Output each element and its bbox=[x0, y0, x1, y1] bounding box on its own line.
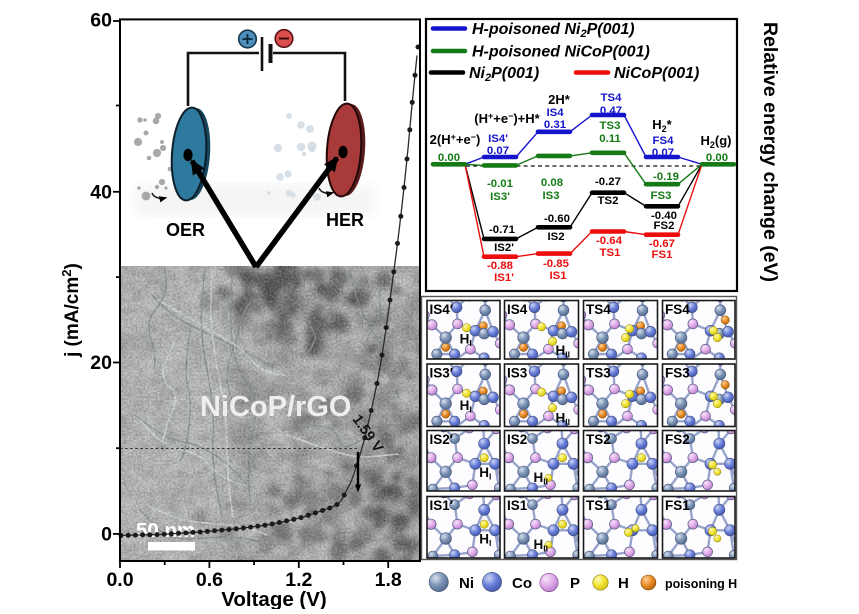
svg-text:Ni: Ni bbox=[459, 575, 474, 592]
svg-text:IS4': IS4' bbox=[488, 133, 508, 145]
svg-text:FS2: FS2 bbox=[654, 220, 675, 232]
svg-text:HI: HI bbox=[479, 465, 491, 482]
svg-text:H-poisoned Ni2P(001): H-poisoned Ni2P(001) bbox=[472, 21, 635, 40]
svg-text:0.31: 0.31 bbox=[544, 119, 567, 131]
svg-text:-0.19: -0.19 bbox=[653, 171, 679, 183]
svg-text:-0.67: -0.67 bbox=[649, 238, 675, 250]
svg-text:HER: HER bbox=[326, 210, 364, 230]
svg-text:0.6: 0.6 bbox=[196, 569, 223, 591]
svg-text:Co: Co bbox=[512, 575, 532, 592]
svg-text:0.08: 0.08 bbox=[541, 177, 563, 189]
svg-text:0.00: 0.00 bbox=[438, 152, 460, 164]
svg-text:TS4: TS4 bbox=[601, 92, 623, 104]
svg-text:40: 40 bbox=[90, 181, 112, 203]
svg-text:IS2': IS2' bbox=[494, 242, 514, 254]
svg-text:P: P bbox=[570, 575, 580, 592]
svg-text:NiCoP(001): NiCoP(001) bbox=[614, 65, 699, 82]
svg-text:OER: OER bbox=[166, 220, 205, 240]
svg-text:poisoning H: poisoning H bbox=[665, 577, 737, 591]
svg-text:IS4′: IS4′ bbox=[430, 302, 454, 317]
svg-text:TS1: TS1 bbox=[586, 498, 611, 513]
svg-text:0.0: 0.0 bbox=[106, 569, 133, 591]
svg-text:j (mA/cm2): j (mA/cm2) bbox=[59, 263, 83, 358]
svg-text:-0.27: -0.27 bbox=[595, 176, 621, 188]
svg-text:IS2′: IS2′ bbox=[430, 432, 454, 447]
svg-text:IS2: IS2 bbox=[547, 231, 564, 243]
svg-text:FS1: FS1 bbox=[665, 498, 690, 513]
svg-text:TS2: TS2 bbox=[598, 195, 619, 207]
svg-text:-0.01: -0.01 bbox=[487, 178, 514, 190]
svg-text:0.47: 0.47 bbox=[600, 105, 622, 117]
svg-text:IS1: IS1 bbox=[507, 498, 528, 513]
svg-text:60: 60 bbox=[90, 10, 112, 32]
svg-text:IS3′: IS3′ bbox=[430, 366, 454, 381]
svg-text:TS3: TS3 bbox=[600, 120, 621, 132]
svg-text:NiCoP/rGO: NiCoP/rGO bbox=[200, 391, 351, 423]
svg-text:H: H bbox=[618, 575, 629, 592]
svg-text:IS4: IS4 bbox=[507, 302, 528, 317]
svg-text:H-poisoned NiCoP(001): H-poisoned NiCoP(001) bbox=[472, 44, 650, 61]
svg-text:1.8: 1.8 bbox=[375, 569, 402, 591]
svg-text:(H++e−)+H*: (H++e−)+H* bbox=[474, 111, 540, 126]
svg-text:FS3: FS3 bbox=[665, 366, 690, 381]
svg-text:0.11: 0.11 bbox=[599, 133, 621, 145]
svg-text:0.07: 0.07 bbox=[652, 147, 674, 159]
svg-text:H2*: H2* bbox=[652, 117, 672, 134]
svg-text:TS2: TS2 bbox=[586, 432, 611, 447]
svg-text:FS2: FS2 bbox=[665, 432, 690, 447]
svg-text:IS1': IS1' bbox=[494, 272, 514, 284]
svg-text:IS3': IS3' bbox=[490, 191, 510, 203]
svg-text:HI: HI bbox=[479, 532, 491, 549]
svg-text:-0.85: -0.85 bbox=[543, 258, 570, 270]
svg-text:0.07: 0.07 bbox=[487, 145, 509, 157]
svg-text:FS3: FS3 bbox=[651, 190, 672, 202]
svg-text:H2(g): H2(g) bbox=[700, 133, 731, 150]
svg-text:2H*: 2H* bbox=[548, 92, 571, 107]
svg-text:TS3: TS3 bbox=[586, 366, 611, 381]
svg-text:IS4: IS4 bbox=[546, 107, 564, 119]
svg-text:0: 0 bbox=[101, 524, 112, 546]
svg-text:TS4: TS4 bbox=[586, 302, 611, 317]
svg-text:-0.88: -0.88 bbox=[487, 260, 513, 272]
svg-text:2(H++e−): 2(H++e−) bbox=[430, 132, 481, 147]
svg-text:-0.60: -0.60 bbox=[544, 213, 570, 225]
svg-text:HI: HI bbox=[460, 398, 472, 415]
svg-text:20: 20 bbox=[90, 352, 112, 374]
svg-text:-0.64: -0.64 bbox=[596, 235, 623, 247]
svg-text:IS1′: IS1′ bbox=[430, 498, 454, 513]
svg-text:IS1: IS1 bbox=[549, 270, 567, 282]
svg-text:0.00: 0.00 bbox=[706, 152, 728, 164]
svg-text:Ni2P(001): Ni2P(001) bbox=[469, 65, 539, 84]
svg-text:1.2: 1.2 bbox=[285, 569, 312, 591]
svg-text:FS4: FS4 bbox=[665, 302, 690, 317]
svg-text:Relative energy change (eV): Relative energy change (eV) bbox=[759, 22, 781, 282]
svg-text:-0.40: -0.40 bbox=[651, 210, 677, 222]
svg-text:Voltage (V): Voltage (V) bbox=[221, 588, 327, 609]
svg-text:IS3: IS3 bbox=[507, 366, 528, 381]
svg-text:IS3: IS3 bbox=[542, 190, 559, 202]
svg-text:-0.71: -0.71 bbox=[489, 224, 516, 236]
svg-text:HI: HI bbox=[460, 331, 472, 348]
svg-text:TS1: TS1 bbox=[600, 247, 622, 259]
svg-text:FS1: FS1 bbox=[652, 249, 674, 261]
svg-text:FS4: FS4 bbox=[653, 135, 675, 147]
svg-text:IS2: IS2 bbox=[507, 432, 527, 447]
